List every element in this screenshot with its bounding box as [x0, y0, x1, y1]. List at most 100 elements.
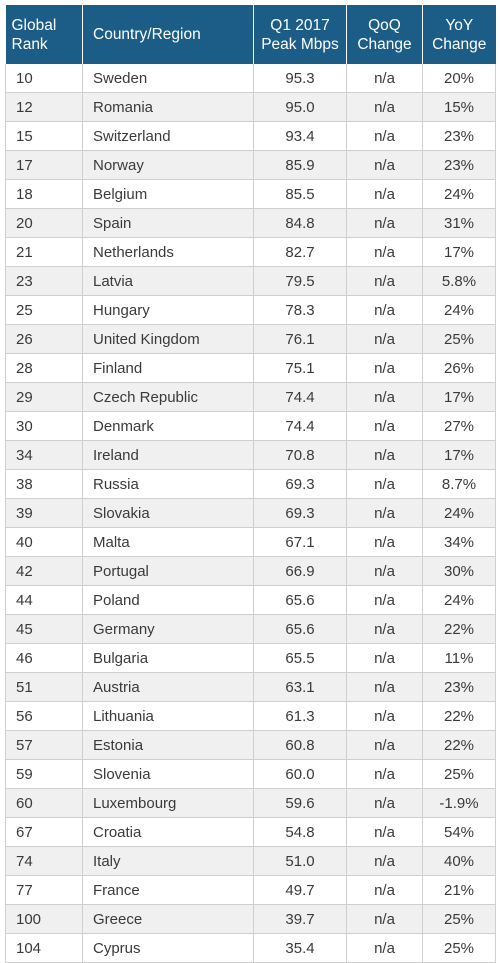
cell-peak-mbps: 82.7 [253, 237, 347, 267]
table-row: 40 Malta 67.1 n/a 34% [5, 527, 496, 557]
cell-yoy-change: 25% [422, 904, 496, 934]
cell-peak-mbps: 65.6 [253, 585, 347, 615]
header-rank: Global Rank [5, 5, 83, 64]
table-row: 45 Germany 65.6 n/a 22% [5, 614, 496, 644]
cell-rank: 60 [5, 788, 83, 818]
cell-yoy-change: 20% [422, 64, 496, 93]
cell-rank: 39 [5, 498, 83, 528]
cell-rank: 51 [5, 672, 83, 702]
cell-yoy-change: 24% [422, 179, 496, 209]
cell-peak-mbps: 74.4 [253, 382, 347, 412]
cell-country: Malta [82, 527, 254, 557]
cell-yoy-change: 25% [422, 759, 496, 789]
cell-rank: 17 [5, 150, 83, 180]
cell-rank: 46 [5, 643, 83, 673]
table-row: 74 Italy 51.0 n/a 40% [5, 846, 496, 876]
cell-qoq-change: n/a [346, 672, 423, 702]
cell-country: Latvia [82, 266, 254, 296]
table-row: 104 Cyprus 35.4 n/a 25% [5, 933, 496, 963]
cell-country: Germany [82, 614, 254, 644]
cell-country: Croatia [82, 817, 254, 847]
cell-rank: 26 [5, 324, 83, 354]
cell-peak-mbps: 51.0 [253, 846, 347, 876]
cell-country: Portugal [82, 556, 254, 586]
cell-qoq-change: n/a [346, 64, 423, 93]
cell-rank: 40 [5, 527, 83, 557]
cell-yoy-change: 17% [422, 382, 496, 412]
cell-rank: 45 [5, 614, 83, 644]
cell-country: Czech Republic [82, 382, 254, 412]
cell-peak-mbps: 60.0 [253, 759, 347, 789]
cell-yoy-change: 24% [422, 295, 496, 325]
cell-yoy-change: 31% [422, 208, 496, 238]
cell-yoy-change: 22% [422, 730, 496, 760]
header-qoq: QoQ Change [346, 5, 423, 64]
cell-yoy-change: 23% [422, 672, 496, 702]
cell-peak-mbps: 74.4 [253, 411, 347, 441]
cell-yoy-change: 17% [422, 440, 496, 470]
table-row: 39 Slovakia 69.3 n/a 24% [5, 498, 496, 528]
cell-rank: 59 [5, 759, 83, 789]
cell-peak-mbps: 65.5 [253, 643, 347, 673]
cell-rank: 15 [5, 121, 83, 151]
cell-yoy-change: 26% [422, 353, 496, 383]
cell-qoq-change: n/a [346, 440, 423, 470]
cell-country: Poland [82, 585, 254, 615]
table-row: 23 Latvia 79.5 n/a 5.8% [5, 266, 496, 296]
cell-country: Greece [82, 904, 254, 934]
cell-yoy-change: 23% [422, 150, 496, 180]
cell-rank: 18 [5, 179, 83, 209]
cell-yoy-change: 54% [422, 817, 496, 847]
cell-qoq-change: n/a [346, 730, 423, 760]
header-peak-line-2: Peak Mbps [261, 35, 339, 53]
cell-peak-mbps: 75.1 [253, 353, 347, 383]
cell-yoy-change: 22% [422, 614, 496, 644]
cell-peak-mbps: 65.6 [253, 614, 347, 644]
header-qoq-line-1: QoQ [368, 16, 401, 34]
cell-peak-mbps: 93.4 [253, 121, 347, 151]
table-row: 17 Norway 85.9 n/a 23% [5, 150, 496, 180]
cell-qoq-change: n/a [346, 933, 423, 963]
cell-peak-mbps: 67.1 [253, 527, 347, 557]
table-row: 21 Netherlands 82.7 n/a 17% [5, 237, 496, 267]
cell-qoq-change: n/a [346, 353, 423, 383]
cell-yoy-change: 24% [422, 585, 496, 615]
cell-rank: 21 [5, 237, 83, 267]
cell-country: Switzerland [82, 121, 254, 151]
cell-country: Slovakia [82, 498, 254, 528]
cell-peak-mbps: 70.8 [253, 440, 347, 470]
header-yoy-line-1: YoY [445, 16, 474, 34]
cell-country: United Kingdom [82, 324, 254, 354]
cell-peak-mbps: 66.9 [253, 556, 347, 586]
cell-country: Norway [82, 150, 254, 180]
cell-rank: 23 [5, 266, 83, 296]
cell-country: Cyprus [82, 933, 254, 963]
cell-yoy-change: 23% [422, 121, 496, 151]
cell-country: Italy [82, 846, 254, 876]
cell-qoq-change: n/a [346, 92, 423, 122]
table-row: 44 Poland 65.6 n/a 24% [5, 585, 496, 615]
cell-country: Spain [82, 208, 254, 238]
peak-speed-table: Global Rank Country/Region Q1 2017 Peak … [5, 5, 496, 963]
table-row: 15 Switzerland 93.4 n/a 23% [5, 121, 496, 151]
cell-qoq-change: n/a [346, 701, 423, 731]
cell-qoq-change: n/a [346, 382, 423, 412]
cell-country: Lithuania [82, 701, 254, 731]
cell-qoq-change: n/a [346, 498, 423, 528]
cell-peak-mbps: 79.5 [253, 266, 347, 296]
header-rank-line-1: Global [11, 16, 57, 34]
cell-rank: 10 [5, 64, 83, 93]
cell-qoq-change: n/a [346, 614, 423, 644]
cell-qoq-change: n/a [346, 266, 423, 296]
cell-peak-mbps: 85.9 [253, 150, 347, 180]
cell-yoy-change: 8.7% [422, 469, 496, 499]
cell-yoy-change: 27% [422, 411, 496, 441]
cell-yoy-change: -1.9% [422, 788, 496, 818]
cell-peak-mbps: 63.1 [253, 672, 347, 702]
cell-country: Romania [82, 92, 254, 122]
table-row: 57 Estonia 60.8 n/a 22% [5, 730, 496, 760]
table-row: 38 Russia 69.3 n/a 8.7% [5, 469, 496, 499]
table-row: 29 Czech Republic 74.4 n/a 17% [5, 382, 496, 412]
cell-country: France [82, 875, 254, 905]
cell-country: Russia [82, 469, 254, 499]
